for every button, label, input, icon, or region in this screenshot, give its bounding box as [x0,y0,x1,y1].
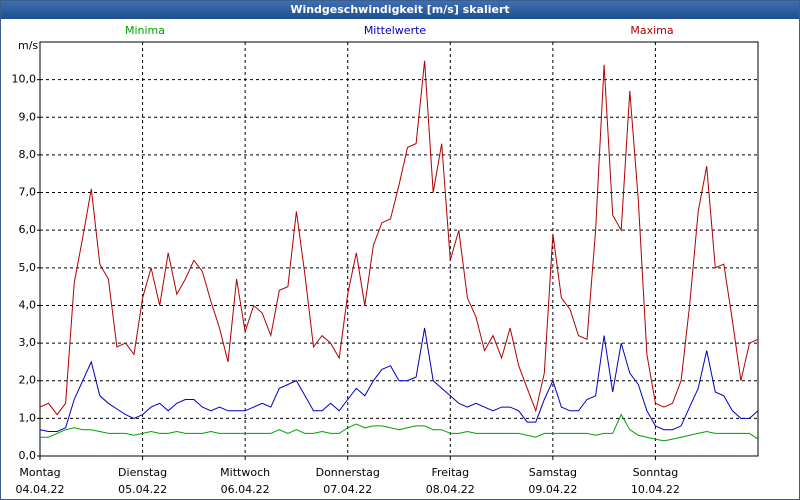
x-tick-date: 06.04.22 [221,483,270,496]
x-tick-date: 07.04.22 [323,483,372,496]
y-tick-label: 4,0 [19,298,37,311]
series-line [39,327,759,432]
x-tick-label: Mittwoch [220,466,270,479]
legend-entry: Mittelwerte [364,24,427,37]
x-tick-date: 04.04.22 [16,483,65,496]
x-tick-label: Freitag [431,466,469,479]
x-tick-label: Sonntag [633,466,679,479]
x-tick-label: Donnerstag [316,466,380,479]
y-tick-label: 8,0 [19,148,37,161]
y-tick-label: 10,0 [12,73,37,86]
x-tick-label: Montag [19,466,60,479]
series-line [40,413,759,442]
y-tick-label: 0,0 [19,449,37,462]
y-axis-label: m/s [18,39,38,52]
legend-entry: Maxima [630,24,673,37]
chart: m/s 0,0 1,0 2,0 3,0 4,0 5,0 6,0 7,0 8,0 9,0 10,0 Mo… [12,24,759,496]
x-tick-date: 05.04.22 [118,483,167,496]
y-tick-label: 3,0 [19,336,37,349]
y-tick-label: 9,0 [19,110,37,123]
plot-area [39,41,759,457]
x-tick-date: 10.04.22 [631,483,680,496]
title-bar: Windgeschwindigkeit [m/s] skaliert [1,1,799,19]
x-tick-date: 08.04.22 [426,483,475,496]
x-tick-label: Dienstag [118,466,167,479]
y-tick-label: 5,0 [19,261,37,274]
x-tick-label: Samstag [529,466,577,479]
y-tick-label: 6,0 [19,223,37,236]
y-tick-label: 7,0 [19,186,37,199]
y-tick-label: 2,0 [19,374,37,387]
series-line [39,60,759,416]
x-tick-date: 09.04.22 [528,483,577,496]
legend-entry: Minima [125,24,165,37]
y-tick-label: 1,0 [19,411,37,424]
